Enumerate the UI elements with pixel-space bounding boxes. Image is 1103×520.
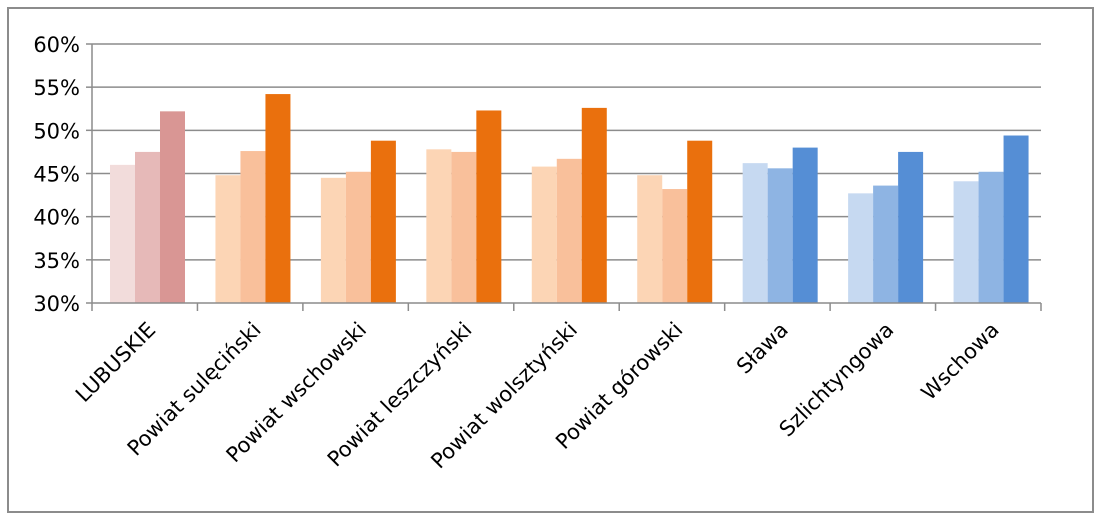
bar bbox=[135, 151, 160, 303]
y-tick-label: 50% bbox=[33, 119, 80, 143]
bar bbox=[265, 94, 291, 303]
y-tick-label: 55% bbox=[33, 76, 80, 100]
bar bbox=[370, 140, 396, 303]
x-category-label: Sława bbox=[732, 318, 793, 379]
bar bbox=[160, 111, 185, 303]
bar bbox=[110, 164, 135, 303]
bar bbox=[953, 181, 979, 303]
y-tick-label: 30% bbox=[33, 292, 80, 316]
bar bbox=[767, 168, 793, 303]
x-category-label: Wschowa bbox=[917, 318, 1004, 405]
bar bbox=[637, 175, 663, 303]
x-category-label: Szlichtyngowa bbox=[775, 318, 899, 442]
bar bbox=[451, 151, 477, 303]
bar bbox=[320, 177, 346, 303]
bar bbox=[215, 175, 241, 303]
bar bbox=[873, 185, 899, 303]
axes bbox=[86, 43, 1042, 311]
bar bbox=[531, 166, 557, 303]
bar bbox=[848, 193, 874, 303]
bar bbox=[476, 110, 502, 303]
x-category-label: LUBUSKIE bbox=[71, 318, 160, 407]
bar bbox=[240, 151, 266, 303]
bar bbox=[898, 151, 924, 303]
bar bbox=[556, 158, 582, 303]
bar bbox=[581, 107, 607, 304]
bars bbox=[110, 94, 1029, 304]
bar bbox=[792, 147, 818, 303]
bar bbox=[1003, 135, 1029, 303]
bar bbox=[345, 171, 371, 303]
bar bbox=[426, 149, 452, 303]
y-tick-label: 40% bbox=[33, 206, 80, 230]
y-tick-label: 45% bbox=[33, 163, 80, 187]
bar bbox=[978, 171, 1004, 303]
bar bbox=[687, 140, 713, 303]
y-tick-label: 35% bbox=[33, 249, 80, 273]
y-tick-label: 60% bbox=[33, 33, 80, 57]
bar bbox=[662, 189, 688, 303]
y-axis-tick-labels: 30% 35% 40% 45% 50% 55% 60% bbox=[33, 33, 80, 316]
bar bbox=[742, 163, 768, 303]
